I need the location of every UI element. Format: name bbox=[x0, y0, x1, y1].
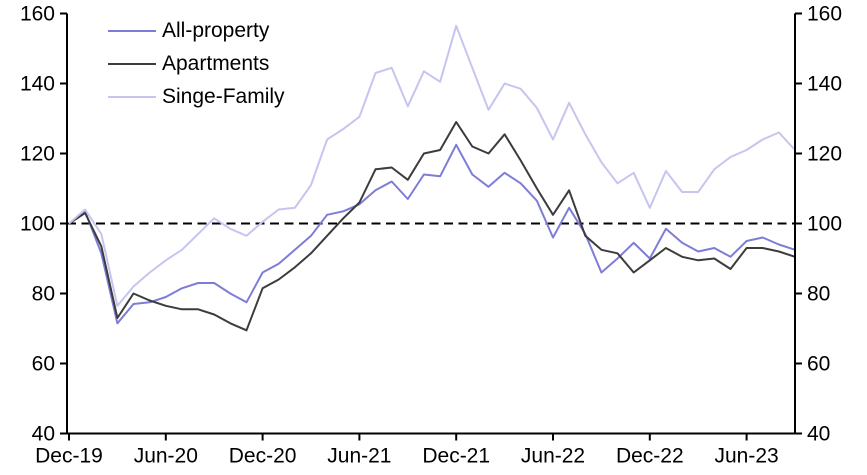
x-axis-tick-label: Jun-22 bbox=[521, 445, 585, 468]
y-axis-right-tick-label: 40 bbox=[807, 423, 830, 446]
y-axis-right-tick-label: 60 bbox=[807, 353, 830, 376]
y-axis-right-tick-label: 120 bbox=[807, 143, 842, 166]
legend-label-all-property: All-property bbox=[162, 18, 270, 42]
y-axis-right-tick-label: 140 bbox=[807, 73, 842, 96]
legend-line-swatch-all-property bbox=[108, 29, 156, 32]
legend-item-singe-family: Singe-Family bbox=[108, 80, 285, 113]
y-axis-left-tick-label: 160 bbox=[20, 3, 55, 26]
y-axis-left-tick-label: 120 bbox=[20, 143, 55, 166]
y-axis-left-tick-label: 40 bbox=[32, 423, 55, 446]
y-axis-left-tick-label: 140 bbox=[20, 73, 55, 96]
legend-label-apartments: Apartments bbox=[162, 51, 270, 75]
legend-label-singe-family: Singe-Family bbox=[162, 84, 285, 108]
legend-line-swatch-singe-family bbox=[108, 95, 156, 98]
y-axis-right-tick-label: 160 bbox=[807, 3, 842, 26]
x-axis-tick-label: Dec-22 bbox=[616, 445, 684, 468]
legend-line-swatch-apartments bbox=[108, 62, 156, 65]
series-line-all-property bbox=[68, 143, 796, 325]
tick-labels-layer: 40 40 60 60 80 80 100 100 120 120 140 140 160 160 Dec-… bbox=[20, 3, 842, 468]
x-axis-tick-label: Jun-20 bbox=[134, 445, 198, 468]
x-axis-tick-label: Dec-19 bbox=[35, 445, 103, 468]
legend-item-all-property: All-property bbox=[108, 14, 285, 47]
x-axis-tick-label: Jun-23 bbox=[714, 445, 778, 468]
x-axis-tick-label: Jun-21 bbox=[327, 445, 391, 468]
legend: All-property Apartments Singe-Family bbox=[108, 14, 285, 113]
series-line-singe-family bbox=[68, 24, 796, 307]
x-axis-tick-label: Dec-20 bbox=[229, 445, 297, 468]
y-axis-right-tick-label: 100 bbox=[807, 213, 842, 236]
series-lines-layer bbox=[68, 24, 796, 332]
legend-item-apartments: Apartments bbox=[108, 47, 285, 80]
y-axis-left-tick-label: 60 bbox=[32, 353, 55, 376]
y-axis-left-tick-label: 100 bbox=[20, 213, 55, 236]
y-axis-right-tick-label: 80 bbox=[807, 283, 830, 306]
axes-layer bbox=[60, 12, 802, 441]
y-axis-left-tick-label: 80 bbox=[32, 283, 55, 306]
series-line-apartments bbox=[68, 121, 796, 332]
x-axis-tick-label: Dec-21 bbox=[422, 445, 490, 468]
